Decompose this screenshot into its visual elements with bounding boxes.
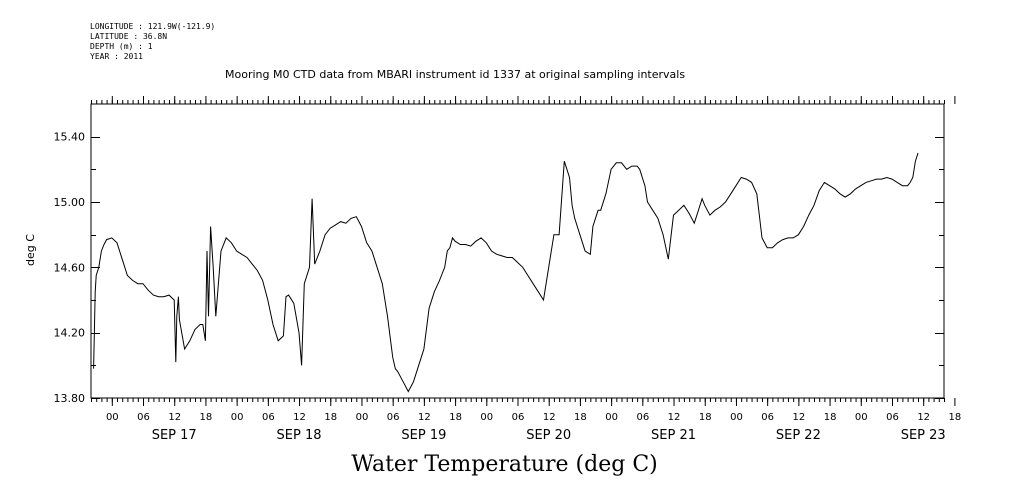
x-tick-label: 12 xyxy=(668,412,681,423)
latitude-label: LATITUDE : 36.8N xyxy=(90,32,168,41)
longitude-label: LONGITUDE : 121.9W(-121.9) xyxy=(90,22,216,31)
year-label: YEAR : 2011 xyxy=(90,52,143,61)
y-tick-label: 14.60 xyxy=(54,261,86,274)
y-tick-label: 13.80 xyxy=(54,392,86,405)
x-tick-label: 00 xyxy=(106,412,119,423)
y-axis-tick-labels: 13.80 14.20 14.60 15.00 15.40 xyxy=(54,131,86,405)
y-tick-label: 15.00 xyxy=(54,196,86,209)
x-tick-label: 12 xyxy=(168,412,181,423)
day-label: SEP 17 xyxy=(152,428,197,443)
day-label: SEP 21 xyxy=(651,428,696,443)
day-label: SEP 22 xyxy=(776,428,821,443)
x-tick-label: 06 xyxy=(387,412,400,423)
x-tick-label: 00 xyxy=(605,412,618,423)
x-tick-label: 00 xyxy=(480,412,493,423)
series-line-water-temperature xyxy=(93,152,919,393)
x-tick-label: 12 xyxy=(418,412,431,423)
x-tick-label: 00 xyxy=(855,412,868,423)
x-tick-label: 06 xyxy=(636,412,649,423)
x-tick-label: 12 xyxy=(792,412,805,423)
x-tick-label: 18 xyxy=(200,412,213,423)
day-label: SEP 18 xyxy=(277,428,322,443)
day-label: SEP 23 xyxy=(901,428,946,443)
x-tick-label: 18 xyxy=(324,412,337,423)
x-tick-label: 06 xyxy=(512,412,525,423)
x-tick-label: 00 xyxy=(231,412,244,423)
x-tick-label: 06 xyxy=(761,412,774,423)
day-label: SEP 20 xyxy=(526,428,571,443)
x-axis-title: Water Temperature (deg C) xyxy=(351,452,658,477)
x-tick-label: 00 xyxy=(356,412,369,423)
depth-label: DEPTH (m) : 1 xyxy=(90,42,153,51)
y-tick-label: 14.20 xyxy=(54,327,86,340)
x-tick-label: 12 xyxy=(293,412,306,423)
x-tick-label: 18 xyxy=(824,412,837,423)
x-axis-day-labels: SEP 17 SEP 18 SEP 19 SEP 20 SEP 21 SEP 22 SEP … xyxy=(152,428,946,443)
x-tick-label: 18 xyxy=(699,412,712,423)
plot-frame xyxy=(90,103,945,399)
x-tick-label: 18 xyxy=(949,412,962,423)
x-tick-label: 06 xyxy=(886,412,899,423)
axis-ticks xyxy=(91,96,956,406)
x-tick-label: 12 xyxy=(917,412,930,423)
x-tick-label: 12 xyxy=(543,412,556,423)
x-tick-label: 18 xyxy=(449,412,462,423)
y-tick-label: 15.40 xyxy=(54,131,86,144)
x-axis-tick-labels: 00 06 12 18 00 06 12 18 00 06 12 18 00 06 12 18 00 06 12 18… xyxy=(106,412,961,423)
day-label: SEP 19 xyxy=(401,428,446,443)
y-axis-label: deg C xyxy=(24,234,37,266)
chart-title: Mooring M0 CTD data from MBARI instrumen… xyxy=(225,68,686,81)
x-tick-label: 06 xyxy=(137,412,150,423)
x-tick-label: 06 xyxy=(262,412,275,423)
x-tick-label: 18 xyxy=(574,412,587,423)
x-tick-label: 00 xyxy=(730,412,743,423)
metadata-block: LONGITUDE : 121.9W(-121.9) LATITUDE : 36… xyxy=(90,22,215,62)
